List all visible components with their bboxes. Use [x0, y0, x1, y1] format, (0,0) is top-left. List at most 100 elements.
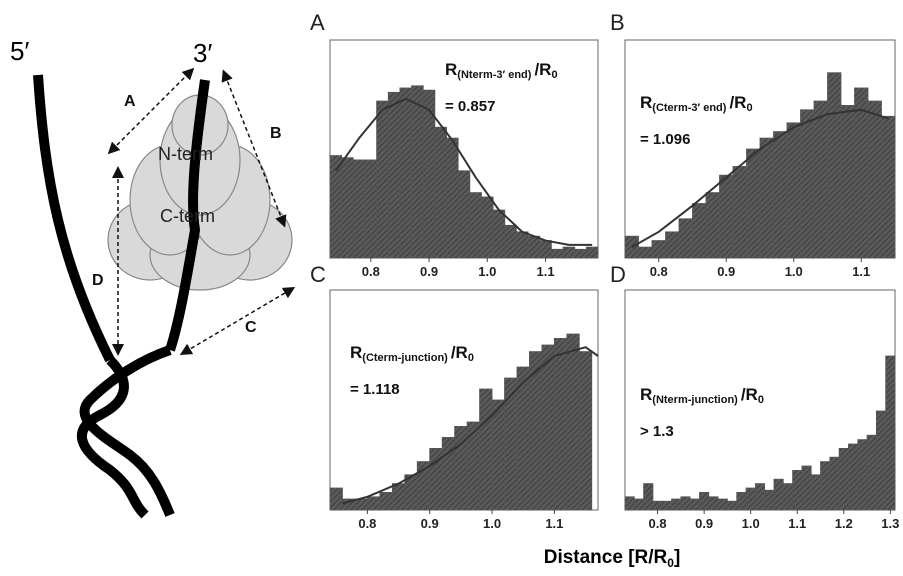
- bar: [764, 489, 775, 511]
- fit-line: [335, 97, 593, 246]
- bar: [652, 500, 663, 511]
- annotation-label: R(Nterm-junction)/R0: [640, 385, 764, 406]
- x-tick-label: 0.8: [649, 516, 667, 531]
- panel-letter: B: [610, 10, 625, 35]
- panel-letter: C: [310, 262, 326, 287]
- bar: [773, 131, 788, 259]
- annotation-main: R: [350, 343, 362, 362]
- annotation-sub: (Nterm-3′ end): [457, 69, 531, 81]
- bar: [399, 87, 412, 259]
- bar: [411, 85, 424, 259]
- x-tick-label: 0.9: [717, 264, 735, 279]
- bar: [719, 174, 734, 259]
- bar: [671, 498, 682, 511]
- bar: [527, 235, 541, 259]
- bar: [759, 137, 774, 259]
- bar: [705, 192, 720, 259]
- bar: [574, 248, 587, 259]
- arrow-label: A: [124, 93, 136, 110]
- bar: [566, 333, 580, 511]
- x-tick-label: 0.9: [420, 264, 438, 279]
- bar: [379, 491, 393, 511]
- histogram-panel: 0.8 0.9 1.0 1.1 A R(Nterm-3′ end)/R0 = 0.857: [310, 10, 599, 279]
- arrow-label: D: [92, 272, 104, 289]
- x-axis-title: Distance [R/R0]: [544, 547, 681, 570]
- arrow-label: C: [245, 319, 257, 336]
- bar: [479, 388, 493, 511]
- bar: [516, 231, 529, 259]
- x-tick-label: 1.0: [742, 516, 760, 531]
- bar: [732, 166, 747, 259]
- bar: [680, 496, 691, 511]
- bar: [562, 246, 576, 259]
- x-tick-label: 0.8: [362, 264, 380, 279]
- fit-line: [631, 108, 889, 248]
- annotation-tail: /R: [534, 60, 551, 79]
- x-tick-label: 1.1: [545, 516, 563, 531]
- annotation-label: R(Cterm-3′ end)/R0: [640, 93, 753, 114]
- bar: [661, 500, 672, 511]
- bar: [782, 483, 793, 511]
- distance-arrows: [107, 67, 296, 356]
- bar: [539, 240, 552, 259]
- x-tick-label: 0.9: [695, 516, 713, 531]
- bar: [800, 109, 815, 259]
- bar: [354, 498, 368, 511]
- x-tick-label: 1.0: [785, 264, 803, 279]
- panel-letter: A: [310, 10, 325, 35]
- dna-strands: [33, 74, 210, 519]
- bar: [792, 469, 803, 511]
- annotation-value: = 1.118: [350, 381, 400, 398]
- bar: [553, 337, 568, 511]
- bar: [469, 192, 482, 259]
- annotation-label: R(Nterm-3′ end)/R0: [445, 60, 558, 81]
- bar: [366, 496, 381, 511]
- bar: [481, 196, 494, 259]
- bar: [810, 474, 821, 511]
- bar: [745, 487, 756, 511]
- annotation-tail: /R: [451, 343, 468, 362]
- x-tick-label: 1.3: [881, 516, 899, 531]
- bar: [504, 224, 517, 259]
- bar: [446, 137, 459, 259]
- x-tick-label: 1.0: [483, 516, 501, 531]
- bar: [651, 240, 666, 259]
- bar: [633, 498, 645, 511]
- bar: [387, 91, 401, 259]
- bar: [466, 421, 480, 511]
- bar: [585, 246, 599, 259]
- annotation-sub: (Nterm-junction): [652, 394, 738, 406]
- annotation-tail-sub: 0: [551, 69, 557, 81]
- bar: [643, 483, 654, 511]
- annotation-tail-sub: 0: [758, 394, 764, 406]
- bar: [638, 246, 653, 259]
- bar: [829, 456, 840, 511]
- bar: [504, 377, 518, 511]
- x-tick-label: 1.1: [788, 516, 806, 531]
- c-term-label: C-term: [160, 206, 215, 226]
- x-axis-title-text: ]: [674, 547, 680, 568]
- bar: [717, 498, 728, 511]
- arrow-label: B: [270, 125, 282, 142]
- bar: [736, 491, 747, 511]
- annotation-value: > 1.3: [640, 423, 674, 440]
- x-tick-label: 0.9: [421, 516, 439, 531]
- histogram-panel: 0.8 0.9 1.0 1.1 B R(Cterm-3′ end)/R0 = 1.096: [610, 10, 896, 279]
- x-tick-label: 1.1: [852, 264, 870, 279]
- bar: [838, 447, 849, 511]
- x-axis-title-text: Distance [R/R: [544, 547, 668, 568]
- bar: [434, 126, 447, 259]
- bar: [329, 487, 343, 511]
- bar: [329, 155, 343, 259]
- bar: [541, 344, 555, 511]
- bar: [550, 248, 564, 259]
- bar: [746, 148, 761, 259]
- annotation-main: R: [640, 93, 652, 112]
- bar: [352, 159, 366, 259]
- bar: [786, 122, 801, 259]
- bar: [491, 399, 505, 511]
- bar: [624, 496, 635, 511]
- fit-line: [342, 346, 599, 505]
- x-tick-label: 1.1: [537, 264, 555, 279]
